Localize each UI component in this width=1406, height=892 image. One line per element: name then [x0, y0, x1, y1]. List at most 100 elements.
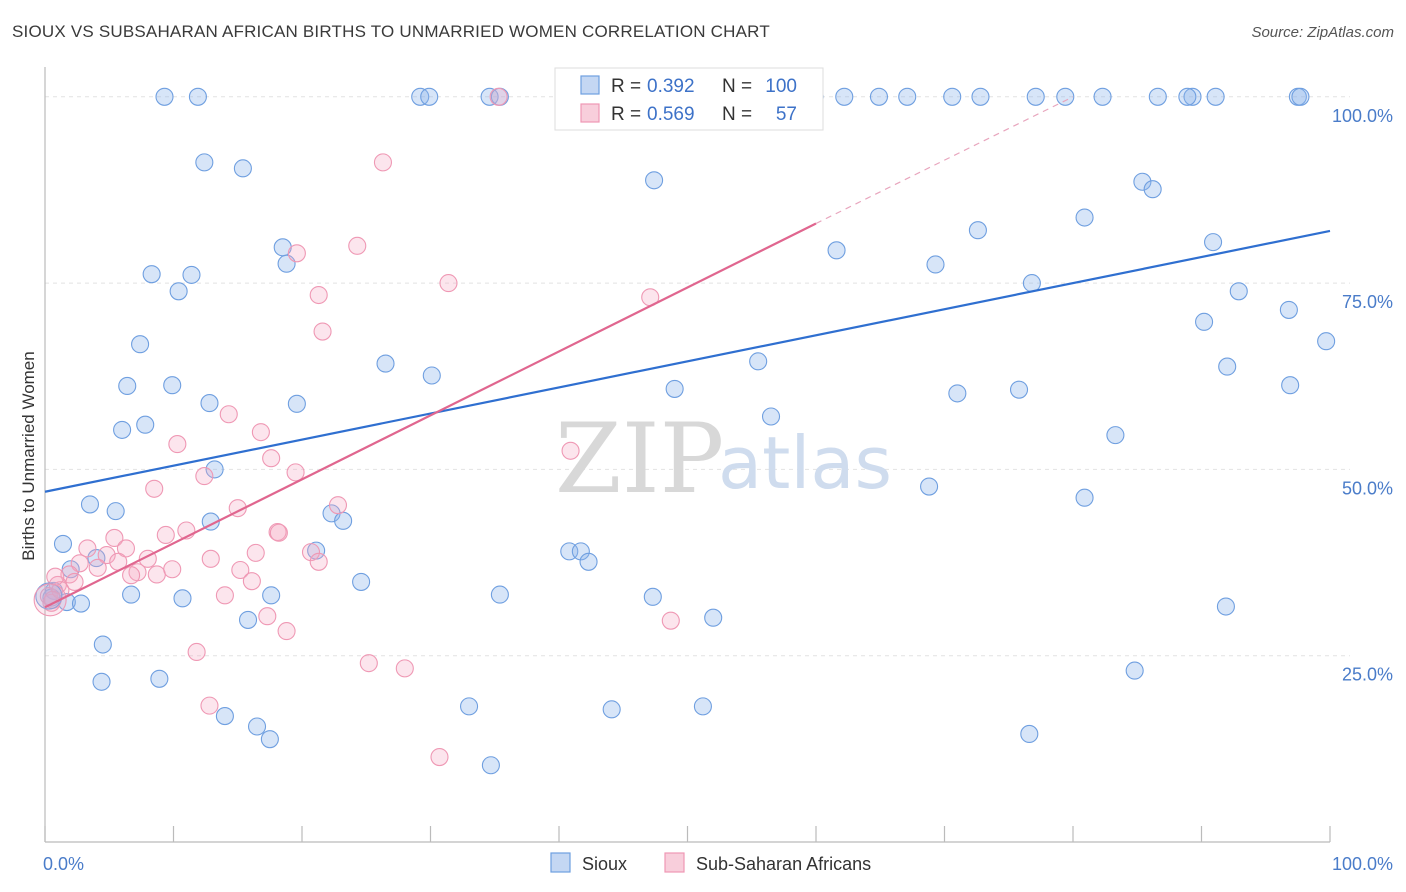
subsaharan-point [147, 565, 166, 584]
sioux-point [1183, 87, 1202, 106]
watermark-zip: ZIP [555, 403, 724, 515]
legend-r-value-subsaharan: 0.569 [647, 104, 695, 125]
subsaharan-point [168, 435, 187, 454]
subsaharan-point [242, 572, 261, 591]
x-tick-label: 100.0% [1332, 854, 1393, 874]
sioux-point [150, 669, 169, 688]
subsaharan-point [195, 467, 214, 486]
subsaharan-point [97, 546, 116, 565]
legend-r-label-sioux: R = [611, 76, 641, 97]
chart-source: Source: ZipAtlas.com [1251, 24, 1394, 41]
subsaharan-point [262, 449, 281, 468]
bottom-legend-swatch-sioux [550, 852, 571, 873]
subsaharan-point [163, 560, 182, 579]
sioux-point [195, 153, 214, 172]
subsaharan-trend-line [44, 222, 817, 609]
sioux-point [169, 282, 188, 301]
sioux-point [1204, 233, 1223, 252]
sioux-point [869, 87, 889, 106]
subsaharan-point [269, 523, 288, 542]
subsaharan-point [156, 525, 175, 545]
sioux-point [704, 608, 723, 627]
subsaharan-point [301, 543, 321, 562]
subsaharan-point [489, 87, 508, 106]
subsaharan-point [328, 496, 348, 515]
sioux-point [761, 407, 781, 426]
subsaharan-trend-extension [815, 96, 1074, 225]
sioux-point [1075, 208, 1094, 227]
chart-title: SIOUX VS SUBSAHARAN AFRICAN BIRTHS TO UN… [12, 22, 770, 41]
sioux-point [142, 265, 161, 284]
sioux-point [1075, 488, 1094, 507]
y-tick-label: 75.0% [1342, 292, 1393, 312]
legend-n-value-sioux: 100 [765, 76, 797, 97]
sioux-point [749, 352, 768, 371]
sioux-point [122, 585, 141, 604]
x-tick-labels: 0.0% 100.0% [43, 854, 1393, 874]
sioux-point [113, 420, 132, 439]
subsaharan-point [439, 274, 458, 293]
y-tick-labels: 25.0% 50.0% 75.0% 100.0% [1332, 106, 1393, 685]
sioux-point [71, 594, 91, 613]
sioux-point [136, 415, 155, 434]
sioux-point [1026, 87, 1045, 106]
sioux-point [459, 697, 479, 716]
subsaharan-point [287, 244, 306, 263]
subsaharan-point [231, 560, 250, 580]
sioux-point [1216, 597, 1235, 616]
sioux-point [827, 241, 846, 260]
sioux-point [1009, 380, 1029, 399]
subsaharan-point [561, 441, 580, 460]
sioux-point [247, 717, 267, 736]
subsaharan-point [187, 642, 206, 662]
sioux-point [233, 159, 252, 178]
sioux-point [1022, 274, 1041, 293]
sioux-point [1125, 661, 1144, 680]
sioux-point [118, 376, 137, 395]
gridlines [45, 96, 1350, 657]
sioux-point [422, 366, 441, 385]
sioux-point [188, 87, 207, 106]
y-tick-label: 25.0% [1342, 665, 1393, 685]
bottom-legend-label-sioux: Sioux [582, 854, 627, 874]
axes [44, 67, 1331, 843]
x-tick-label: 0.0% [43, 854, 84, 874]
subsaharan-point [373, 153, 393, 172]
sioux-trend-line [44, 229, 1331, 493]
subsaharan-point [78, 539, 97, 558]
data-points [33, 87, 1336, 775]
sioux-point [106, 502, 125, 521]
sioux-point [200, 394, 219, 413]
sioux-point [948, 384, 967, 403]
sioux-point [238, 610, 258, 629]
sioux-point [173, 589, 192, 608]
sioux-point [571, 542, 590, 561]
sioux-point [1178, 87, 1197, 106]
subsaharan-point-cluster [33, 583, 67, 617]
sioux-point [1317, 332, 1336, 351]
subsaharan-point [258, 607, 277, 626]
legend-box: R = 0.392 N = 100 R = 0.569 N = 57 [554, 67, 824, 131]
sioux-point [1020, 724, 1039, 743]
sioux-point [1148, 87, 1167, 106]
sioux-point [92, 672, 111, 691]
legend-r-value-sioux: 0.392 [647, 76, 695, 97]
subsaharan-point [286, 463, 305, 482]
y-tick-label: 100.0% [1332, 106, 1393, 126]
subsaharan-point [105, 528, 124, 548]
sioux-point [131, 335, 150, 354]
subsaharan-point [122, 566, 141, 585]
sioux-point [1056, 87, 1075, 106]
watermark: ZIP atlas [555, 403, 892, 515]
sioux-point [602, 700, 621, 719]
sioux-point [968, 221, 987, 240]
sioux-point [93, 635, 112, 654]
sioux-point [643, 587, 662, 606]
sioux-point [1106, 426, 1125, 445]
sioux-point [645, 171, 664, 190]
sioux-point [1218, 357, 1237, 376]
bottom-legend: Sioux Sub-Saharan Africans [550, 852, 871, 874]
sioux-point [1093, 87, 1112, 106]
subsaharan-point [251, 423, 270, 442]
sioux-point [1195, 312, 1214, 331]
